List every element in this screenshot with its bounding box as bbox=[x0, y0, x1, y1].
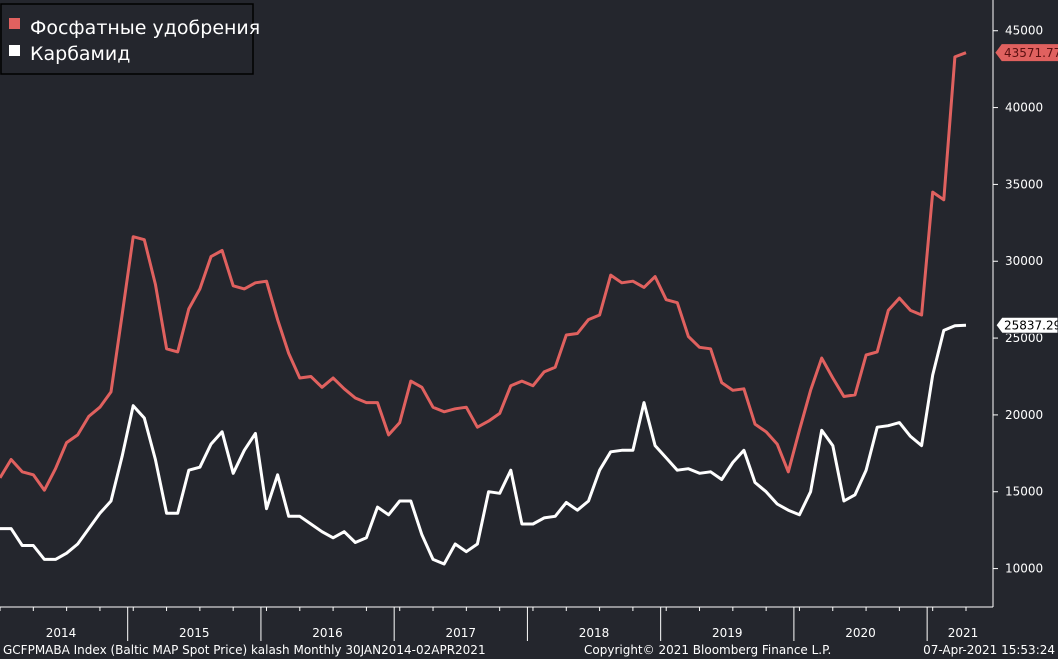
legend-swatch-carbamide bbox=[9, 45, 20, 56]
x-tick-label: 2017 bbox=[446, 626, 477, 640]
y-tick-label: 30000 bbox=[1005, 254, 1043, 268]
x-tick-label: 2020 bbox=[845, 626, 876, 640]
footer-timestamp: 07-Apr-2021 15:53:24 bbox=[923, 643, 1055, 657]
y-tick-label: 40000 bbox=[1005, 101, 1043, 115]
y-tick-label: 10000 bbox=[1005, 562, 1043, 576]
x-tick-label: 2019 bbox=[712, 626, 743, 640]
x-tick-label: 2021 bbox=[948, 626, 979, 640]
x-tick-label: 2014 bbox=[46, 626, 77, 640]
series-layer bbox=[0, 51, 967, 566]
last-value-tag-phosphate: 43571.77 bbox=[995, 44, 1058, 62]
chart: 10000 15000 20000 25000 30000 35000 40000 45000… bbox=[0, 0, 1058, 641]
series-line-carbamide bbox=[0, 323, 967, 566]
svg-text:25837.29: 25837.29 bbox=[1004, 319, 1058, 333]
legend-label-carbamide: Карбамид bbox=[30, 43, 130, 65]
footer-source: GCFPMABA Index (Baltic MAP Spot Price) k… bbox=[3, 643, 486, 657]
x-tick-label: 2015 bbox=[179, 626, 210, 640]
footer-copyright: Copyright© 2021 Bloomberg Finance L.P. bbox=[584, 643, 832, 657]
legend-label-phosphate: Фосфатные удобрения bbox=[30, 17, 260, 39]
x-tick-label: 2018 bbox=[579, 626, 610, 640]
legend: Фосфатные удобрения Карбамид bbox=[0, 3, 260, 75]
axis-layer: 10000 15000 20000 25000 30000 35000 40000 45000… bbox=[0, 0, 1058, 641]
series-line-phosphate bbox=[0, 51, 967, 492]
footer: GCFPMABA Index (Baltic MAP Spot Price) k… bbox=[0, 641, 1058, 659]
x-tick-label: 2016 bbox=[312, 626, 343, 640]
y-tick-label: 45000 bbox=[1005, 24, 1043, 38]
y-tick-label: 25000 bbox=[1005, 331, 1043, 345]
svg-text:43571.77: 43571.77 bbox=[1004, 46, 1058, 60]
last-value-tag-carbamide: 25837.29 bbox=[995, 316, 1058, 334]
y-tick-label: 20000 bbox=[1005, 408, 1043, 422]
y-tick-label: 35000 bbox=[1005, 177, 1043, 191]
y-tick-label: 15000 bbox=[1005, 485, 1043, 499]
legend-swatch-phosphate bbox=[9, 18, 20, 29]
legend-box bbox=[0, 3, 254, 75]
